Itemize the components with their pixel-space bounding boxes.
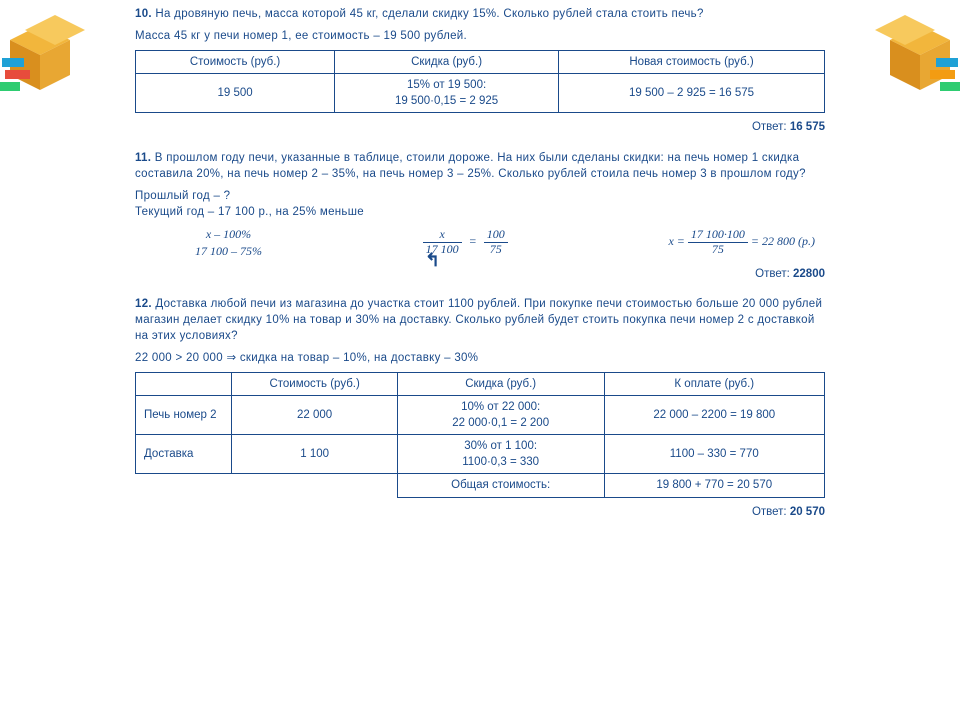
p10-c3: 19 500 – 2 925 = 16 575 [559,74,825,113]
problem-11-l2: Текущий год – 17 100 р., на 25% меньше [135,204,825,220]
p10-th-2: Скидка (руб.) [335,51,559,74]
problem-10-answer: Ответ: 16 575 [135,119,825,135]
p12-r1-label: Печь номер 2 [136,396,232,435]
p12-r2-c2: 30% от 1 100: 1100·0,3 = 330 [397,435,604,474]
problem-10-table: Стоимость (руб.) Скидка (руб.) Новая сто… [135,50,825,113]
problem-12-cond: 22 000 > 20 000 ⇒ скидка на товар – 10%,… [135,350,825,366]
p10-c2: 15% от 19 500: 19 500·0,15 = 2 925 [335,74,559,113]
problem-12-answer: Ответ: 20 570 [135,504,825,520]
problem-11-text: 11. В прошлом году печи, указанные в таб… [135,150,825,182]
problem-11: 11. В прошлом году печи, указанные в таб… [135,150,825,282]
problem-10: 10. На дровяную печь, масса которой 45 к… [135,6,825,136]
p12-total-label: Общая стоимость: [397,474,604,497]
problem-10-text: 10. На дровяную печь, масса которой 45 к… [135,6,825,22]
decor-right [850,0,960,120]
problem-10-number: 10. [135,8,152,20]
problem-11-number: 11. [135,152,151,164]
p12-r1-c1: 22 000 [232,396,397,435]
p10-th-1: Стоимость (руб.) [136,51,335,74]
p12-r1-c2: 10% от 22 000: 22 000·0,1 = 2 200 [397,396,604,435]
p12-r1-c3: 22 000 – 2200 = 19 800 [604,396,825,435]
problem-10-line2: Масса 45 кг у печи номер 1, ее стоимость… [135,28,825,44]
p12-th-1: Стоимость (руб.) [232,373,397,396]
problem-12-number: 12. [135,298,152,310]
p12-th-3: К оплате (руб.) [604,373,825,396]
decor-left [0,0,110,120]
return-arrow-icon: ↰ [425,248,440,273]
p12-th-0 [136,373,232,396]
problem-12: 12. Доставка любой печи из магазина до у… [135,296,825,520]
p12-r2-label: Доставка [136,435,232,474]
p10-c1: 19 500 [136,74,335,113]
p12-r2-c1: 1 100 [232,435,397,474]
p11-eq1: x – 100% 17 100 – 75% [195,226,262,260]
problem-11-l1: Прошлый год – ? [135,188,825,204]
problem-12-text: 12. Доставка любой печи из магазина до у… [135,296,825,344]
p12-th-2: Скидка (руб.) [397,373,604,396]
page-content: 10. На дровяную печь, масса которой 45 к… [135,0,825,520]
problem-11-equations: x – 100% 17 100 – 75% x17 100 = 10075 x … [195,226,815,260]
p10-th-3: Новая стоимость (руб.) [559,51,825,74]
problem-11-answer: Ответ: 22800 [135,266,825,282]
p12-r2-c3: 1100 – 330 = 770 [604,435,825,474]
problem-12-table: Стоимость (руб.) Скидка (руб.) К оплате … [135,372,825,498]
p12-total: 19 800 + 770 = 20 570 [604,474,825,497]
p11-eq3: x = 17 100·10075 = 22 800 (р.) [668,228,815,257]
